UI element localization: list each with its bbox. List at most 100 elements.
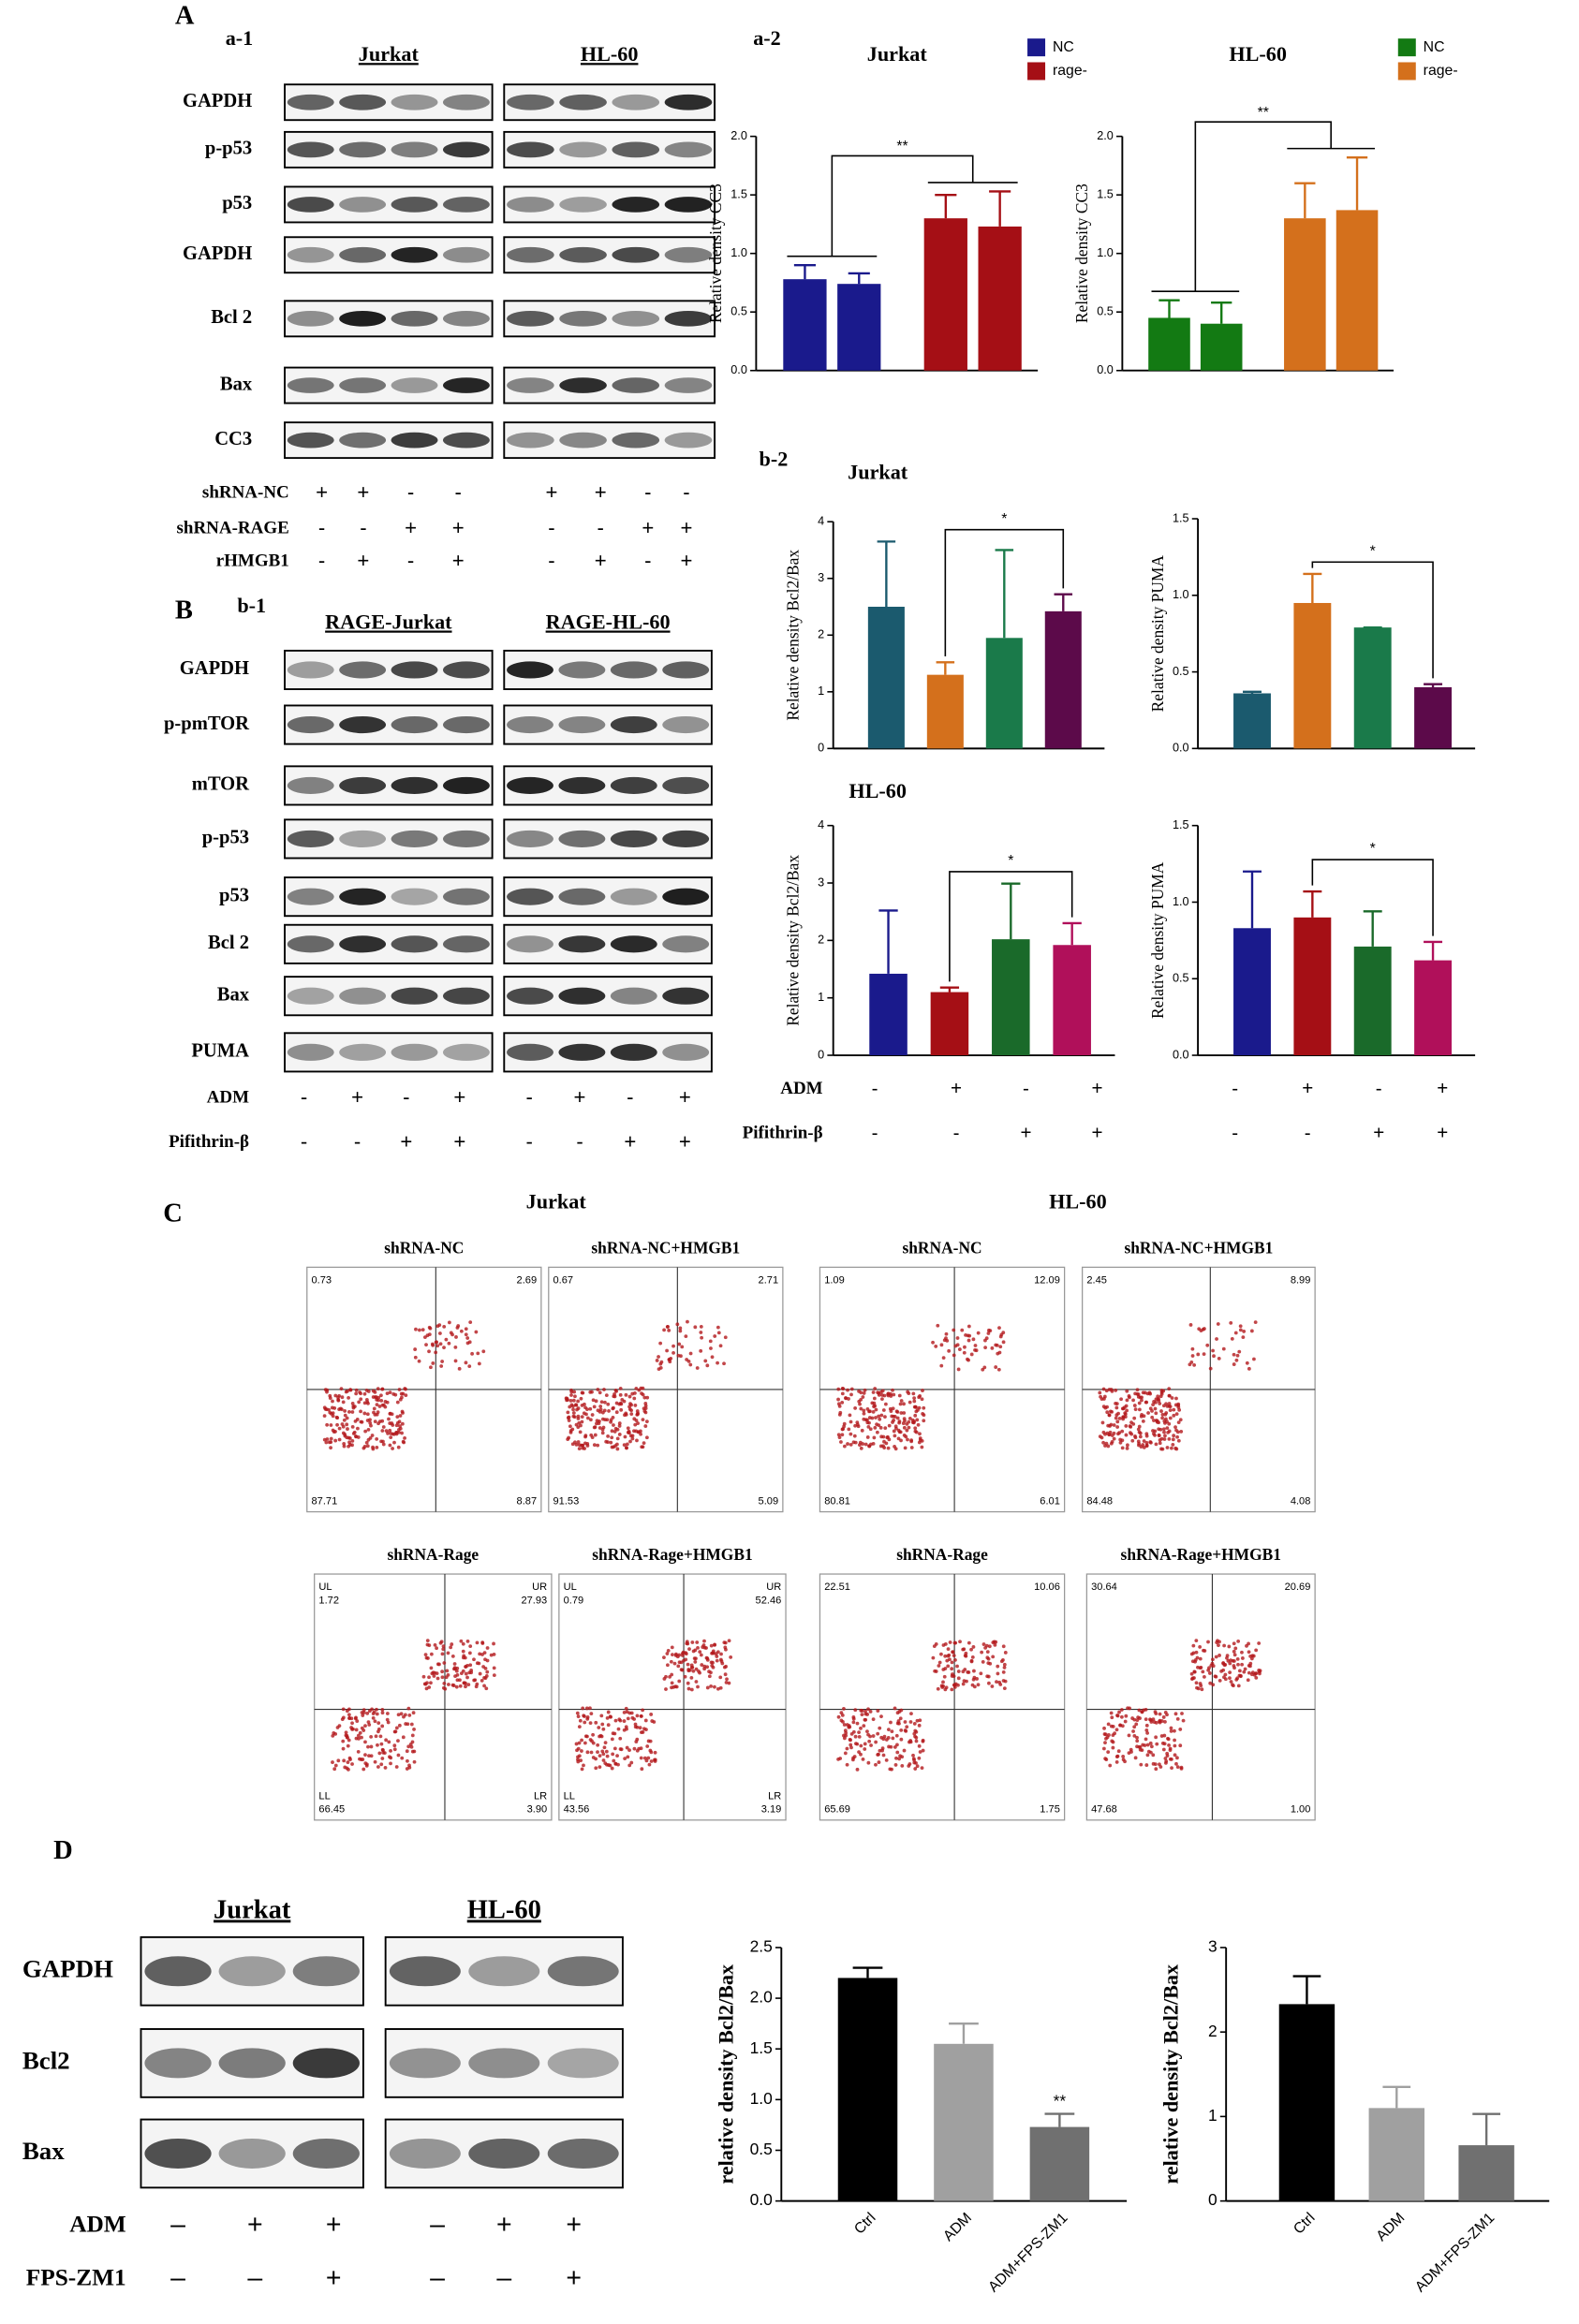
event-dot [1153, 1710, 1158, 1714]
blot-band [507, 776, 553, 794]
event-dot [722, 1361, 726, 1366]
condition-sign: + [1302, 1078, 1313, 1099]
y-tick-label: 1.5 [1173, 818, 1189, 831]
event-dot [384, 1738, 389, 1743]
y-tick-label: 0.5 [1173, 665, 1189, 678]
event-dot [1233, 1646, 1238, 1651]
event-dot [484, 1686, 489, 1691]
event-dot [1221, 1346, 1226, 1351]
event-dot [369, 1423, 373, 1428]
blot-band [339, 987, 387, 1005]
event-dot [368, 1418, 372, 1422]
event-dot [915, 1418, 920, 1422]
event-dot [1162, 1733, 1167, 1738]
event-dot [1162, 1430, 1166, 1434]
event-dot [350, 1439, 355, 1443]
blot-band [558, 715, 606, 734]
event-dot [1118, 1437, 1123, 1442]
event-dot [648, 1739, 653, 1743]
event-dot [904, 1434, 908, 1439]
event-dot [1165, 1426, 1170, 1431]
quadrant-value: 22.51 [824, 1581, 850, 1593]
event-dot [980, 1650, 984, 1655]
error-bar [1158, 299, 1180, 318]
event-dot [685, 1640, 689, 1644]
blot-band [391, 377, 438, 393]
event-dot [444, 1337, 449, 1342]
event-dot [897, 1393, 902, 1398]
event-dot [665, 1652, 670, 1655]
event-dot [346, 1760, 350, 1764]
event-dot [1233, 1331, 1238, 1335]
event-dot [1128, 1395, 1131, 1400]
event-dot [947, 1348, 952, 1353]
event-dot [886, 1446, 891, 1450]
quadrant-value: 12.09 [1034, 1275, 1060, 1287]
cell-header: Jurkat [359, 42, 420, 66]
event-dot [1232, 1362, 1236, 1366]
event-dot [670, 1681, 674, 1685]
event-dot [1114, 1389, 1118, 1392]
event-dot [897, 1757, 902, 1761]
event-dot [377, 1405, 382, 1408]
event-dot [577, 1420, 582, 1425]
event-dot [649, 1713, 654, 1716]
x-tick-label: ADM+FPS-ZM1 [1412, 2210, 1498, 2295]
event-dot [337, 1393, 342, 1398]
event-dot [1123, 1719, 1128, 1724]
event-dot [611, 1406, 615, 1411]
event-dot [665, 1663, 670, 1668]
event-dot [900, 1755, 905, 1759]
event-dot [664, 1687, 668, 1691]
event-dot [364, 1440, 369, 1445]
event-dot [341, 1739, 346, 1743]
event-dot [716, 1331, 721, 1335]
event-dot [913, 1413, 918, 1418]
event-dot [425, 1642, 430, 1647]
blot-band [391, 661, 438, 679]
event-dot [884, 1758, 889, 1762]
event-dot [435, 1344, 440, 1348]
condition-sign: + [400, 1129, 412, 1153]
event-dot [1143, 1390, 1147, 1395]
blot-band [612, 310, 660, 327]
condition-sign: – [496, 2263, 511, 2293]
event-dot [912, 1758, 917, 1762]
blot-band [507, 1043, 553, 1061]
event-dot [394, 1423, 399, 1428]
significance-mark: * [1008, 853, 1013, 869]
event-dot [333, 1438, 338, 1443]
quadrant-name: LR [768, 1790, 781, 1802]
event-dot [576, 1414, 581, 1419]
event-dot [427, 1349, 431, 1354]
event-dot [463, 1655, 467, 1660]
condition-sign: - [301, 1129, 307, 1153]
event-dot [578, 1718, 583, 1723]
event-dot [464, 1327, 468, 1331]
event-dot [1174, 1396, 1178, 1401]
event-dot [358, 1730, 362, 1735]
event-dot [1181, 1718, 1186, 1723]
event-dot [876, 1753, 880, 1757]
condition-sign: - [953, 1122, 960, 1143]
event-dot [605, 1716, 610, 1720]
event-dot [376, 1721, 381, 1726]
event-dot [1133, 1391, 1138, 1396]
event-dot [377, 1419, 382, 1424]
event-dot [605, 1762, 609, 1767]
event-dot [483, 1666, 488, 1670]
blot-band [442, 935, 490, 953]
blot-band [507, 246, 554, 263]
event-dot [1106, 1750, 1111, 1755]
event-dot [412, 1728, 416, 1731]
event-dot [337, 1426, 342, 1431]
event-dot [427, 1332, 432, 1336]
plot-title: shRNA-NC [384, 1238, 464, 1257]
condition-label: Pifithrin-β [743, 1123, 823, 1142]
event-dot [1103, 1757, 1108, 1761]
event-dot [1108, 1763, 1113, 1768]
event-dot [699, 1348, 703, 1353]
event-dot [670, 1645, 674, 1650]
event-dot [1107, 1433, 1112, 1437]
event-dot [359, 1397, 363, 1402]
